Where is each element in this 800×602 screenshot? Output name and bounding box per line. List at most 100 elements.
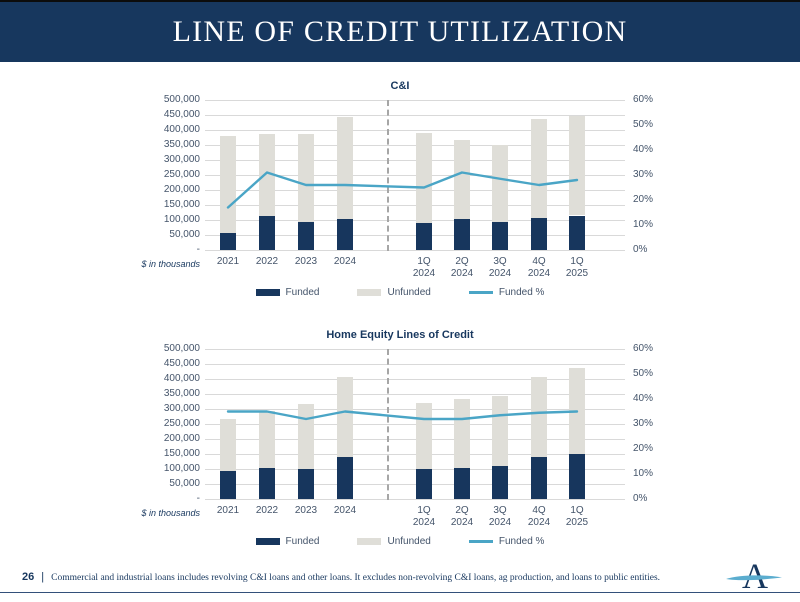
x-axis-label-line: 4Q: [532, 256, 546, 267]
legend-item: Funded: [255, 287, 320, 298]
x-axis-label: 2024: [317, 505, 373, 517]
legend-label: Funded: [285, 287, 320, 298]
y-axis-left-tick: 50,000: [169, 229, 200, 240]
y-axis-right-tick: 0%: [633, 244, 648, 255]
x-axis-label-line: 2024: [450, 517, 474, 528]
unfunded-bar: [259, 411, 275, 469]
y-axis-left-tick: 450,000: [163, 109, 200, 120]
unfunded-bar: [416, 133, 432, 223]
legend-item: Funded %: [468, 287, 545, 298]
unfunded-bar: [492, 395, 508, 466]
logo-swoosh-icon: [726, 575, 782, 581]
y-axis-left-tick: 200,000: [163, 433, 200, 444]
funded-bar: [298, 222, 314, 250]
y-axis-right-tick: 20%: [633, 194, 654, 205]
x-axis-label-line: 2024: [527, 268, 551, 279]
unfunded-bar: [259, 133, 275, 217]
x-axis-label-line: 2023: [294, 256, 318, 267]
chart-legend: Funded Unfunded Funded %: [0, 287, 800, 298]
unfunded-bar: [220, 136, 236, 233]
y-axis-left-tick: 50,000: [169, 478, 200, 489]
legend-label: Funded %: [498, 287, 545, 298]
unfunded-bar: [569, 115, 585, 216]
legend-bar-swatch: [255, 289, 280, 296]
chart-ci: C&I 500,000 450,000 400,000 350,000 300,000 25…: [0, 80, 800, 315]
y-axis-left-tick: 100,000: [163, 214, 200, 225]
x-axis-label-line: 1Q: [417, 505, 431, 516]
funded-bar: [531, 218, 547, 250]
y-axis-left-tick: -: [196, 244, 200, 255]
x-axis-label: 1Q 2025: [549, 256, 605, 280]
unfunded-bar: [298, 403, 314, 470]
x-axis-label: 1Q 2024: [396, 505, 452, 529]
x-axis-label: 2024: [317, 256, 373, 268]
x-axis-label: 4Q 2024: [511, 505, 567, 529]
legend-bar-swatch: [357, 538, 382, 545]
funded-bar: [259, 468, 275, 499]
y-axis-left-tick: 300,000: [163, 154, 200, 165]
funded-bar: [454, 467, 470, 499]
legend-line-swatch: [468, 540, 493, 543]
unfunded-bar: [492, 144, 508, 223]
y-axis-left-tick: 400,000: [163, 124, 200, 135]
x-axis-label-line: 2023: [294, 505, 318, 516]
funded-bar: [337, 456, 353, 499]
y-axis-left-tick: 500,000: [163, 343, 200, 354]
legend-item: Funded: [255, 536, 319, 547]
x-axis-label-line: 2024: [488, 268, 512, 279]
y-axis-right-tick: 50%: [633, 119, 654, 130]
chart-home-equity: Home Equity Lines of Credit 500,000 450,00…: [0, 329, 800, 564]
x-axis-label: 2022: [239, 256, 295, 268]
y-axis-right-tick: 10%: [633, 219, 654, 230]
footer: 26 | Commercial and industrial loans inc…: [0, 571, 720, 583]
y-axis-left-tick: 500,000: [163, 94, 200, 105]
y-axis-right-tick: 20%: [633, 443, 654, 454]
y-axis-left-tick: 250,000: [163, 418, 200, 429]
y-axis-left-tick: 450,000: [163, 358, 200, 369]
x-axis-label-line: 2022: [255, 505, 279, 516]
x-axis-label-line: 3Q: [493, 256, 507, 267]
y-axis-left-tick: -: [196, 493, 200, 504]
y-axis-right-tick: 30%: [633, 169, 654, 180]
legend-bar-swatch: [255, 538, 280, 545]
x-axis-label-line: 2024: [527, 517, 551, 528]
chart-title: Home Equity Lines of Credit: [326, 329, 474, 341]
x-axis-label: 3Q 2024: [472, 256, 528, 280]
legend-item: Unfunded: [357, 287, 431, 298]
x-axis-label: 1Q 2024: [396, 256, 452, 280]
period-divider-line: [387, 100, 389, 251]
legend-line-swatch: [468, 291, 493, 294]
x-axis-label: 2022: [239, 505, 295, 517]
y-axis-right-tick: 60%: [633, 343, 654, 354]
y-axis-right-tick: 10%: [633, 468, 654, 479]
page-number: 26: [22, 571, 35, 583]
x-axis-label-line: 2021: [216, 256, 240, 267]
unfunded-bar: [298, 133, 314, 223]
funded-bar: [531, 457, 547, 499]
page-separator: |: [41, 571, 45, 583]
legend-label: Unfunded: [387, 287, 431, 298]
x-axis-label-line: 2024: [333, 256, 357, 267]
x-axis-label: 2023: [278, 256, 334, 268]
unfunded-bar: [337, 117, 353, 220]
legend-label: Unfunded: [387, 536, 431, 547]
y-axis-right-tick: 0%: [633, 493, 648, 504]
y-axis-left-tick: 350,000: [163, 388, 200, 399]
x-axis-label-line: 1Q: [417, 256, 431, 267]
x-axis-label-line: 2024: [333, 505, 357, 516]
x-axis-label-line: 2024: [450, 268, 474, 279]
funded-bar: [492, 466, 508, 499]
unfunded-bar: [531, 118, 547, 219]
x-axis-label: 2021: [200, 256, 256, 268]
x-axis-label: 2023: [278, 505, 334, 517]
y-axis-left-tick: 100,000: [163, 463, 200, 474]
x-axis-label-line: 2Q: [455, 505, 469, 516]
funded-bar: [416, 469, 432, 499]
x-axis-label-line: 1Q: [570, 256, 584, 267]
funded-bar: [569, 454, 585, 499]
x-axis-label-line: 2024: [488, 517, 512, 528]
funded-bar: [569, 215, 585, 250]
funded-bar: [259, 216, 275, 250]
x-axis-label-line: 3Q: [493, 505, 507, 516]
